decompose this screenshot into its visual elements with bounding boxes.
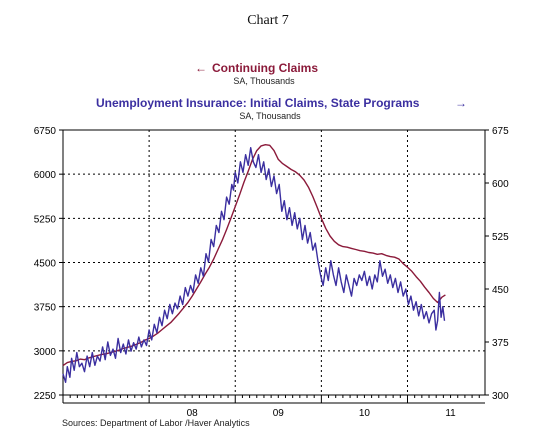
left-tick-label: 6000 (34, 170, 57, 181)
legend-arrow-right: → (455, 96, 467, 110)
right-tick-label: 375 (492, 338, 509, 349)
x-year-label: 08 (187, 408, 199, 419)
legend-units-initial-claims: SA, Thousands (239, 111, 301, 121)
legend-label-initial-claims: Unemployment Insurance: Initial Claims, … (96, 96, 420, 110)
x-year-label: 09 (273, 408, 285, 419)
left-tick-label: 2250 (34, 391, 57, 402)
left-tick-label: 6750 (34, 126, 57, 137)
left-tick-label: 4500 (34, 259, 57, 270)
series-line-initial-claims (62, 147, 446, 383)
legend-label-continuing-claims: Continuing Claims (212, 61, 318, 75)
plot-area: 2250 3000 3750 4500 5250 6000 6750 300 375 450 525… (34, 126, 509, 419)
legend-arrow-left: ← (195, 61, 207, 75)
series-line-continuing-claims (62, 144, 446, 367)
legend-units-continuing-claims: SA, Thousands (233, 76, 295, 86)
legend-continuing-claims: ← Continuing Claims SA, Thousands (195, 61, 318, 86)
right-tick-label: 300 (492, 391, 509, 402)
source-note: Sources: Department of Labor /Haver Anal… (62, 418, 250, 428)
right-tick-label: 525 (492, 232, 509, 243)
chart-title: Chart 7 (247, 13, 289, 28)
left-tick-label: 3750 (34, 303, 57, 314)
x-year-label: 10 (359, 408, 371, 419)
left-tick-label: 5250 (34, 214, 57, 225)
right-tick-label: 600 (492, 179, 509, 190)
left-tick-label: 3000 (34, 347, 57, 358)
right-tick-label: 450 (492, 285, 509, 296)
right-tick-label: 675 (492, 126, 509, 137)
legend-initial-claims: Unemployment Insurance: Initial Claims, … (96, 96, 467, 121)
x-year-label: 11 (445, 408, 456, 419)
